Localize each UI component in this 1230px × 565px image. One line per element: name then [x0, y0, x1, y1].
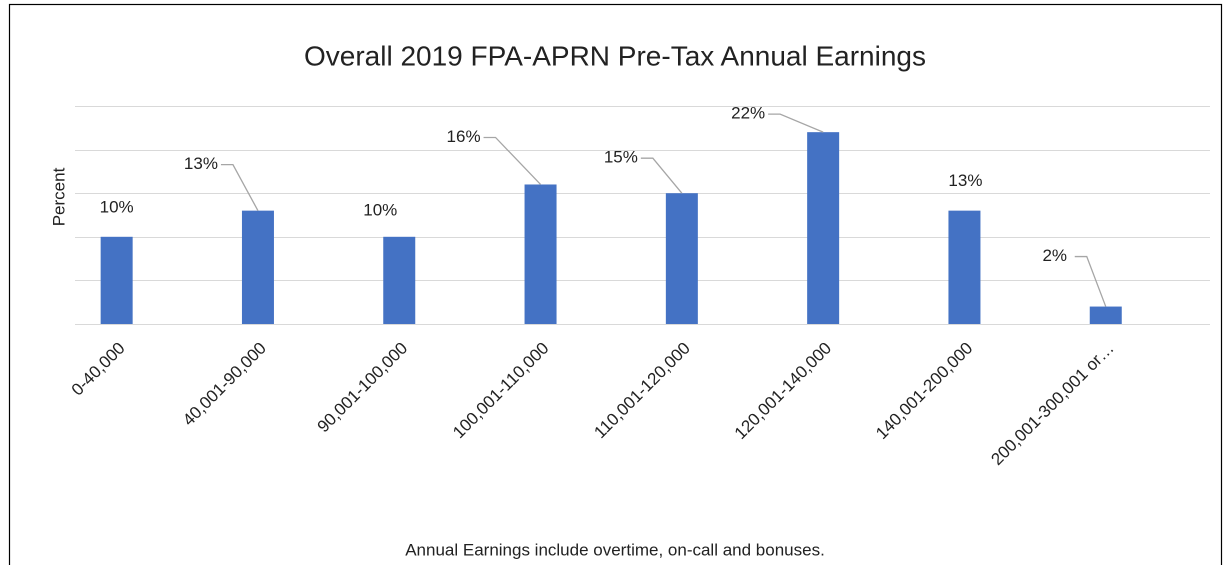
bar [665, 193, 698, 324]
bar [241, 210, 274, 324]
data-label: 13% [948, 171, 982, 190]
leader-line [640, 157, 683, 194]
leader-line [768, 113, 824, 133]
bar [100, 236, 133, 324]
data-label: 22% [731, 104, 765, 123]
data-label: 13% [184, 154, 218, 173]
bar [524, 184, 557, 324]
bar [1089, 306, 1122, 324]
bar [807, 132, 840, 324]
leader-line [483, 136, 542, 185]
data-label: 2% [1042, 246, 1067, 265]
y-axis-label: Percent [49, 167, 68, 226]
leader-line [1074, 255, 1107, 307]
bar [948, 210, 981, 324]
chart-border [8, 3, 1223, 565]
x-axis-label: Annual Earnings include overtime, on-cal… [405, 540, 825, 559]
leader-line [220, 163, 259, 211]
data-label: 10% [100, 197, 134, 216]
data-label: 10% [363, 200, 397, 219]
bar [383, 236, 416, 324]
chart-title: Overall 2019 FPA-APRN Pre-Tax Annual Ear… [304, 40, 926, 71]
data-label: 16% [447, 127, 481, 146]
data-label: 15% [604, 148, 638, 167]
